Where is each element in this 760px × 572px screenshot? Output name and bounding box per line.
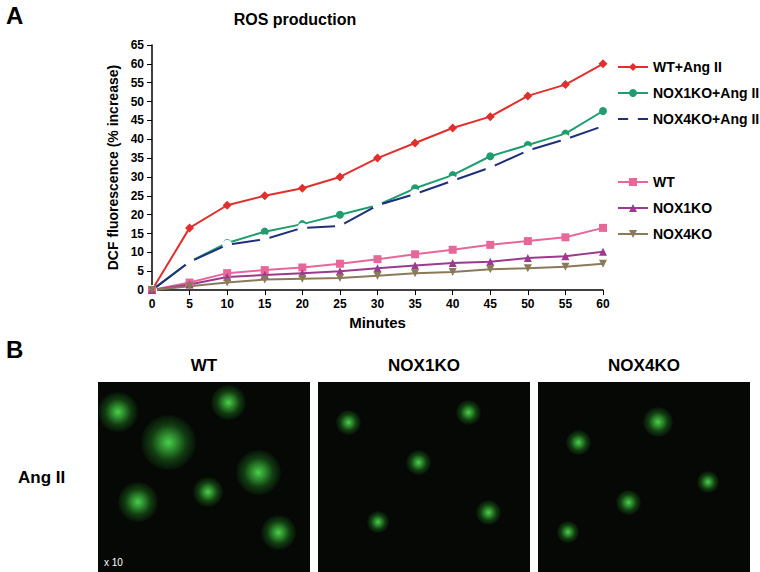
svg-text:50: 50 — [131, 95, 145, 109]
html-text:x 10: x 10 — [104, 557, 123, 568]
svg-text:30: 30 — [131, 170, 145, 184]
svg-text:0: 0 — [149, 297, 156, 311]
svg-text:20: 20 — [131, 208, 145, 222]
svg-text:Minutes: Minutes — [349, 314, 406, 331]
svg-text:40: 40 — [446, 297, 460, 311]
svg-text:20: 20 — [296, 297, 310, 311]
svg-text:50: 50 — [521, 297, 535, 311]
svg-text:55: 55 — [131, 76, 145, 90]
svg-text:35: 35 — [408, 297, 422, 311]
svg-text:55: 55 — [559, 297, 573, 311]
svg-text:DCF fluorescence (% increase): DCF fluorescence (% increase) — [105, 65, 121, 270]
svg-text:NOX4KO+Ang II: NOX4KO+Ang II — [653, 111, 759, 127]
svg-text:35: 35 — [131, 151, 145, 165]
svg-text:25: 25 — [333, 297, 347, 311]
svg-text:WT: WT — [653, 174, 675, 190]
svg-text:5: 5 — [186, 297, 193, 311]
html-text:B: B — [6, 336, 24, 363]
svg-text:40: 40 — [131, 132, 145, 146]
svg-text:60: 60 — [596, 297, 610, 311]
html-text:NOX4KO: NOX4KO — [608, 356, 680, 375]
svg-text:45: 45 — [484, 297, 498, 311]
svg-text:60: 60 — [131, 57, 145, 71]
html-text:WT: WT — [190, 356, 218, 375]
svg-text:15: 15 — [258, 297, 272, 311]
svg-text:10: 10 — [131, 245, 145, 259]
html-text:A: A — [6, 2, 24, 29]
svg-text:WT+Ang II: WT+Ang II — [653, 59, 722, 75]
svg-text:45: 45 — [131, 113, 145, 127]
svg-text:NOX4KO: NOX4KO — [653, 226, 712, 242]
html-text:NOX1KO: NOX1KO — [388, 356, 460, 375]
svg-text:65: 65 — [131, 38, 145, 52]
svg-text:15: 15 — [131, 227, 145, 241]
svg-text:ROS production: ROS production — [234, 11, 357, 28]
svg-text:5: 5 — [137, 264, 144, 278]
svg-text:25: 25 — [131, 189, 145, 203]
html-text:Ang II: Ang II — [18, 468, 66, 487]
svg-text:NOX1KO: NOX1KO — [653, 200, 712, 216]
svg-text:30: 30 — [371, 297, 385, 311]
svg-text:0: 0 — [137, 283, 144, 297]
svg-text:NOX1KO+Ang II: NOX1KO+Ang II — [653, 85, 759, 101]
svg-text:10: 10 — [220, 297, 234, 311]
